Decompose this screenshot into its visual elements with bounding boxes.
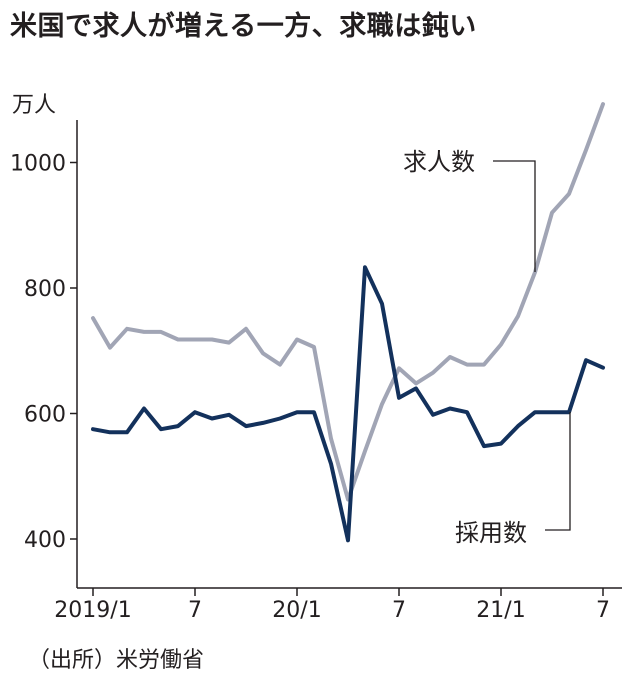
x-tick-label: 7 — [392, 598, 406, 623]
legend-leader-line — [545, 412, 571, 531]
series-label: 採用数 — [455, 519, 527, 547]
x-tick-label: 7 — [188, 598, 202, 623]
y-tick-label: 800 — [24, 277, 66, 302]
y-tick-label: 1000 — [10, 152, 66, 177]
x-tick-label: 2019/1 — [54, 598, 131, 623]
series-line-2 — [91, 265, 605, 543]
series-line-1 — [91, 102, 605, 502]
source-note: （出所）米労働省 — [28, 648, 205, 673]
legend-leader-line — [493, 160, 536, 272]
x-tick-label: 7 — [596, 598, 610, 623]
series-label: 求人数 — [403, 148, 475, 176]
y-unit-label: 万人 — [12, 93, 56, 118]
chart-title: 米国で求人が増える一方、求職は鈍い — [10, 11, 477, 42]
y-tick-label: 400 — [24, 528, 66, 553]
y-tick-label: 600 — [24, 403, 66, 428]
x-tick-label: 21/1 — [476, 598, 525, 623]
x-tick-label: 20/1 — [272, 598, 321, 623]
